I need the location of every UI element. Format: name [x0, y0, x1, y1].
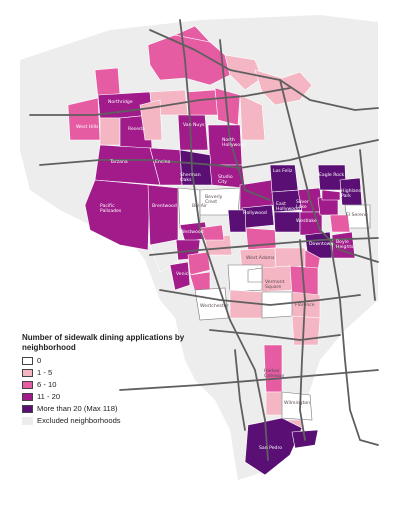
- nb-chatsworth: [94, 67, 121, 99]
- neighborhood-label: Pacific Palisades: [100, 203, 122, 214]
- nb-midwilshire: [245, 227, 277, 251]
- nb-watts: [291, 315, 321, 346]
- legend-label: More than 20 (Max 118): [37, 404, 118, 413]
- neighborhood-label: Venice: [176, 271, 191, 277]
- legend-item: 0: [22, 356, 192, 368]
- region-central: [227, 164, 371, 271]
- legend-item: 1 - 5: [22, 368, 192, 380]
- nb-glassell: [321, 189, 341, 201]
- neighborhood-label: Boyle Heights: [336, 239, 354, 250]
- neighborhood-label: Silver Lake: [296, 199, 309, 210]
- nb-southcentral1: [247, 267, 263, 283]
- legend-swatch: [22, 381, 33, 389]
- neighborhood-label: North Hollywood: [222, 137, 246, 148]
- nb-harborcity: [265, 391, 283, 416]
- neighborhood-label: Hollywood: [243, 210, 267, 216]
- neighborhood-label: Encino: [155, 159, 171, 165]
- nb-tarzana: [94, 144, 161, 186]
- nb-brentwood: [147, 184, 179, 246]
- legend-swatch: [22, 417, 33, 425]
- neighborhood-label: Highland Park: [341, 188, 362, 199]
- legend-label: 0: [37, 356, 42, 365]
- legend-item: 11 - 20: [22, 392, 192, 404]
- nb-wilmington: [281, 391, 313, 421]
- neighborhood-label: El Sereno: [346, 212, 368, 218]
- nb-westhills: [67, 97, 101, 141]
- legend: Number of sidewalk dining applications b…: [22, 333, 192, 438]
- nb-marvista: [187, 251, 211, 276]
- region-westside: [84, 179, 241, 321]
- nb-sylmar: [174, 25, 211, 43]
- legend-item: Excluded neighborhoods: [22, 416, 192, 438]
- neighborhood-label: San Pedro: [259, 445, 282, 451]
- legend-title: Number of sidewalk dining applications b…: [22, 333, 185, 352]
- nb-palms: [199, 224, 225, 241]
- neighborhood-label: Beverly Crest: [205, 194, 223, 205]
- nb-venice: [169, 261, 191, 291]
- legend-label: Excluded neighborhoods: [37, 416, 121, 425]
- neighborhood-label: Westwood: [180, 229, 204, 235]
- legend-item: 6 - 10: [22, 380, 192, 392]
- legend-swatch: [22, 405, 33, 413]
- neighborhood-label: Northridge: [108, 99, 133, 105]
- nb-vannuys: [177, 114, 209, 151]
- legend-item: More than 20 (Max 118): [22, 404, 192, 416]
- nb-downtown: [304, 231, 333, 259]
- neighborhood-label: Vermont Square: [265, 279, 285, 290]
- nb-westhills2: [139, 99, 163, 141]
- region-valley: [67, 25, 313, 189]
- legend-swatch: [22, 357, 33, 365]
- nb-westchester: [194, 287, 229, 321]
- neighborhood-label: Wilmington: [284, 400, 310, 406]
- neighborhood-label: Los Feliz: [273, 168, 293, 174]
- neighborhood-label: West Adams: [246, 255, 275, 261]
- neighborhood-labels: West Hills Northridge Reseda Van Nuys North H…: [76, 99, 368, 451]
- nb-lincoln: [329, 214, 351, 233]
- nb-palisades: [84, 179, 151, 251]
- region-harbor: [244, 344, 319, 476]
- legend-label: 6 - 10: [37, 380, 57, 389]
- neighborhood-label: Harbor Gateway: [264, 368, 285, 379]
- neighborhood-label: Westlake: [296, 218, 317, 224]
- neighborhood-label: Brentwood: [152, 203, 177, 209]
- legend-swatch: [22, 369, 33, 377]
- neighborhood-label: Downtown: [309, 241, 333, 247]
- neighborhood-label: Van Nuys: [183, 122, 205, 128]
- neighborhood-label: West Hills: [76, 124, 99, 130]
- neighborhood-label: Florence: [295, 302, 315, 308]
- highways: [29, 19, 379, 461]
- neighborhood-label: Westchester: [200, 303, 229, 309]
- nb-fairfax: [227, 209, 247, 233]
- region-south: [227, 264, 321, 346]
- neighborhood-label: Studio City: [218, 174, 233, 185]
- neighborhood-label: Sherman Oaks: [180, 172, 201, 183]
- neighborhood-label: Eagle Rock: [319, 172, 345, 178]
- nb-panorama: [187, 89, 219, 116]
- legend-items: 0 1 - 5 6 - 10 11 - 20 More than 20 (Max 118…: [22, 356, 192, 438]
- neighborhood-label: Bel Air: [192, 203, 207, 209]
- legend-label: 11 - 20: [37, 392, 61, 401]
- nb-burbank-excl: [239, 94, 266, 141]
- neighborhood-label: East Hollywood: [276, 201, 300, 212]
- nb-canoga: [99, 117, 121, 146]
- legend-swatch: [22, 393, 33, 401]
- nb-hollywood: [241, 204, 275, 229]
- neighborhood-label: Tarzana: [109, 159, 128, 165]
- neighborhood-label: Reseda: [128, 126, 145, 132]
- nb-santamonica-excl: [149, 239, 179, 273]
- nb-sanpedro: [244, 417, 303, 476]
- legend-label: 1 - 5: [37, 368, 53, 377]
